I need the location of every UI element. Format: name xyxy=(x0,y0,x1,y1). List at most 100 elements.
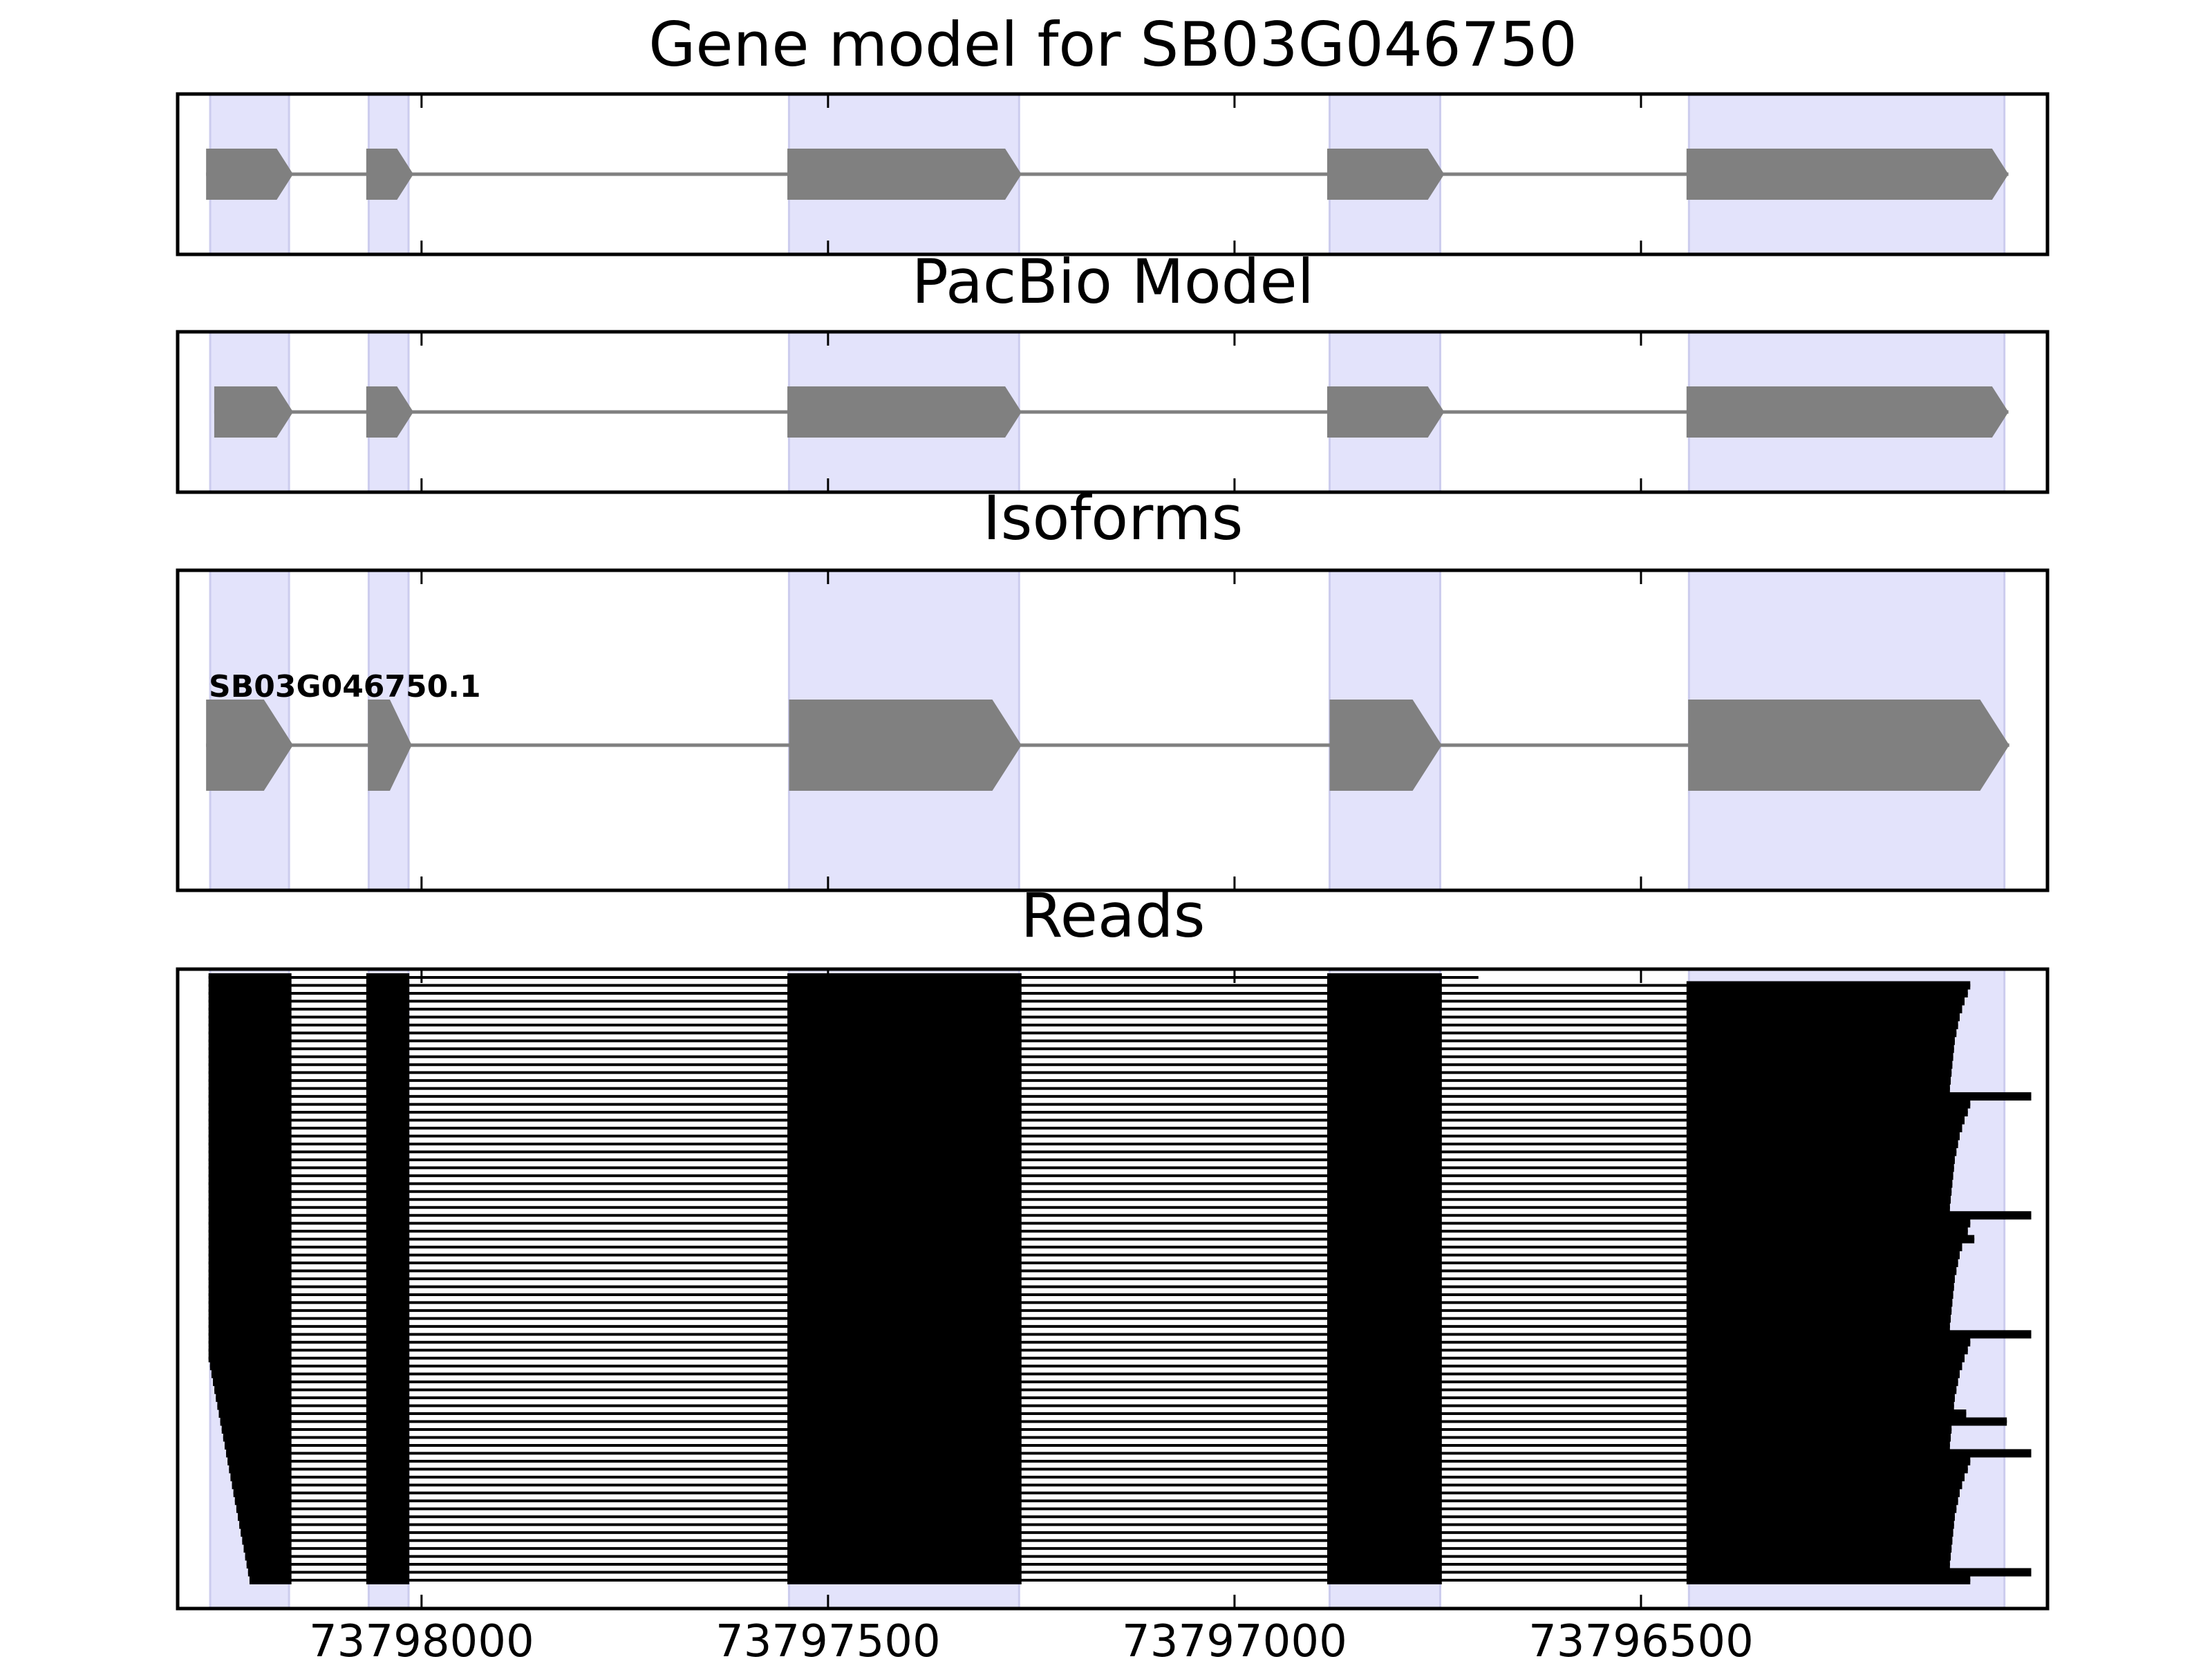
read-exon-block xyxy=(366,1544,410,1553)
read-row xyxy=(241,1528,1953,1537)
read-row xyxy=(208,1108,1968,1117)
read-exon-block xyxy=(787,1116,1022,1125)
read-exon-block xyxy=(787,1211,1022,1220)
read-exon-block xyxy=(1686,1036,1955,1045)
read-exon-block xyxy=(1327,1195,1442,1204)
pacbio-model-panel: PacBio Model xyxy=(176,246,2050,494)
pacbio-model-exon xyxy=(366,386,414,438)
read-exon-block xyxy=(1686,1013,1960,1022)
read-exon-block xyxy=(787,1560,1022,1569)
reads-frame xyxy=(176,967,2050,1611)
read-exon-block xyxy=(208,1020,292,1029)
read-exon-block xyxy=(208,1211,292,1220)
read-exon-block xyxy=(1686,1044,1954,1053)
read-exon-block xyxy=(366,1425,410,1434)
read-exon-block xyxy=(1327,1155,1442,1164)
read-exon-block xyxy=(208,1330,292,1339)
read-exon-block xyxy=(1686,1369,1960,1378)
read-exon-block xyxy=(787,1171,1022,1180)
read-exon-block xyxy=(1327,1528,1442,1537)
read-exon-block xyxy=(234,1497,292,1506)
read-exon-block xyxy=(1686,1298,1953,1307)
read-exon-block xyxy=(1327,1203,1442,1212)
read-exon-block xyxy=(1686,1282,1954,1291)
read-exon-block xyxy=(208,1338,292,1347)
read-row xyxy=(208,1322,1950,1331)
read-row xyxy=(208,973,1479,982)
read-exon-block xyxy=(208,1004,292,1013)
read-exon-block xyxy=(1327,1481,1442,1490)
read-exon-block xyxy=(1686,1275,1955,1283)
read-exon-block xyxy=(1686,1409,1967,1418)
read-exon-block xyxy=(366,1385,410,1394)
isoform-exon xyxy=(206,700,294,791)
read-exon-block xyxy=(1327,1068,1442,1077)
read-exon-block xyxy=(1686,1306,1952,1315)
read-exon-block xyxy=(787,1369,1022,1378)
read-exon-block xyxy=(1686,1227,1968,1236)
read-row xyxy=(208,1147,1957,1156)
read-row xyxy=(245,1552,1951,1561)
read-row xyxy=(208,1243,1962,1252)
pacbio-model-track xyxy=(214,386,2009,438)
read-row xyxy=(208,1195,1951,1204)
read-exon-block xyxy=(1686,1290,1953,1299)
read-exon-block xyxy=(1327,1497,1442,1506)
read-exon-block xyxy=(787,973,1022,982)
read-exon-block xyxy=(1686,1235,1975,1244)
read-exon-block xyxy=(1686,1441,1950,1450)
read-exon-block xyxy=(1686,1139,1958,1148)
read-row xyxy=(208,988,1968,997)
read-exon-block xyxy=(366,1227,410,1236)
gene-model-exon xyxy=(1327,149,1445,200)
read-exon-block xyxy=(1327,1243,1442,1252)
read-exon-block xyxy=(1327,1211,1442,1220)
read-exon-block xyxy=(208,1250,292,1259)
read-exon-block xyxy=(787,1353,1022,1362)
read-exon-block xyxy=(366,1195,410,1204)
read-exon-block xyxy=(224,1441,292,1450)
read-row xyxy=(208,1124,1962,1132)
read-exon-block xyxy=(1327,1235,1442,1244)
read-exon-block xyxy=(208,1013,292,1022)
read-exon-block xyxy=(366,1465,410,1474)
read-row xyxy=(234,1497,1958,1506)
read-exon-block xyxy=(1327,1116,1442,1125)
read-exon-block xyxy=(366,1504,410,1513)
read-exon-block xyxy=(787,1076,1022,1085)
read-exon-block xyxy=(787,1544,1022,1553)
read-exon-block xyxy=(1327,997,1442,1006)
read-exon-block xyxy=(787,1385,1022,1394)
read-exon-block xyxy=(1686,1536,1953,1545)
reads-track xyxy=(208,973,2032,1584)
read-row xyxy=(208,1171,1953,1180)
read-exon-block xyxy=(366,1314,410,1323)
read-exon-block xyxy=(208,1266,292,1275)
read-exon-block xyxy=(241,1528,292,1537)
read-exon-block xyxy=(366,1116,410,1125)
pacbio-model-exon xyxy=(787,386,1022,438)
read-row xyxy=(218,1409,1967,1418)
read-exon-block xyxy=(366,1488,410,1497)
read-row xyxy=(208,997,1965,1006)
read-row xyxy=(208,1298,1953,1307)
read-row xyxy=(208,1187,1952,1196)
read-exon-block xyxy=(1327,1552,1442,1561)
read-row xyxy=(208,1219,1971,1228)
pacbio-model-title: PacBio Model xyxy=(912,246,1314,317)
read-exon-block xyxy=(1686,1394,1955,1403)
read-row xyxy=(239,1520,1954,1529)
read-row xyxy=(208,1116,1965,1125)
read-exon-block xyxy=(208,1147,292,1156)
read-exon-block xyxy=(787,1179,1022,1188)
read-exon-block xyxy=(208,1163,292,1172)
read-exon-block xyxy=(366,1449,410,1458)
read-exon-block xyxy=(366,1282,410,1291)
read-exon-block xyxy=(208,1353,292,1362)
read-row xyxy=(208,1163,1954,1172)
read-exon-block xyxy=(787,1401,1022,1410)
read-exon-block xyxy=(1686,1504,1957,1513)
gene-model-title: Gene model for SB03G046750 xyxy=(648,9,1577,80)
read-exon-block xyxy=(208,988,292,997)
read-exon-block xyxy=(1686,1004,1962,1013)
